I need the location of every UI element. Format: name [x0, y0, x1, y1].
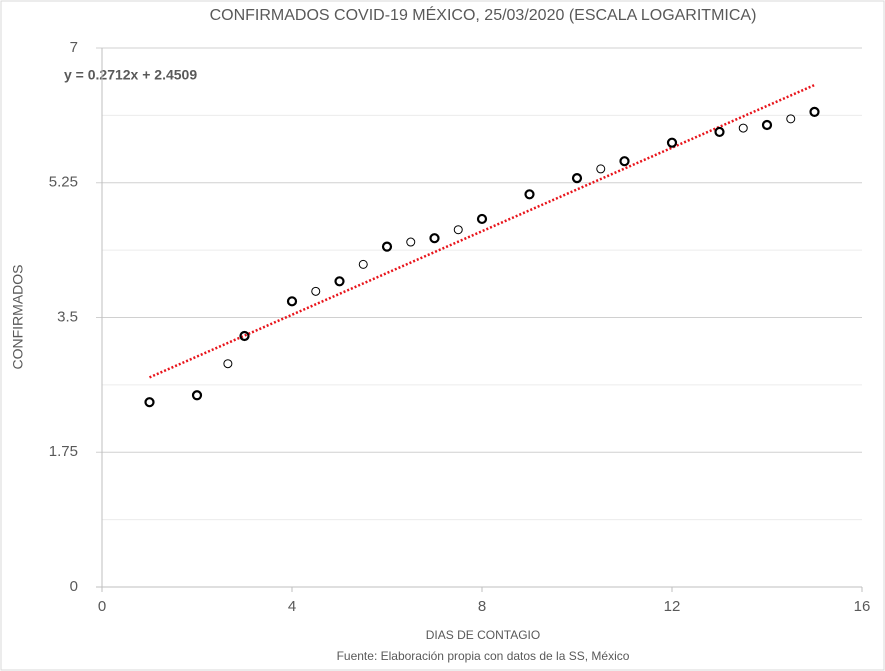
trendline-equation: y = 0.2712x + 2.4509	[64, 67, 197, 83]
data-point	[809, 106, 820, 118]
data-point	[223, 359, 233, 369]
data-point	[619, 156, 630, 167]
data-point	[334, 276, 345, 287]
data-point	[571, 173, 583, 184]
data-point	[429, 233, 440, 244]
data-point	[666, 137, 678, 148]
x-tick-label: 12	[664, 598, 681, 615]
y-tick-label: 7	[70, 39, 78, 56]
y-tick-label: 5.25	[49, 174, 78, 191]
data-point	[476, 213, 488, 225]
x-tick-label: 16	[854, 598, 871, 615]
data-point	[761, 119, 773, 131]
data-point	[406, 237, 416, 247]
x-tick-label: 0	[98, 598, 106, 615]
source-note: Fuente: Elaboración propia con datos de …	[337, 649, 630, 663]
y-tick-label: 0	[70, 578, 78, 595]
data-point	[311, 286, 321, 296]
chart-title: CONFIRMADOS COVID-19 MÉXICO, 25/03/2020 …	[210, 5, 757, 24]
y-tick-label: 1.75	[49, 443, 78, 460]
y-axis-label: CONFIRMADOS	[10, 265, 26, 370]
y-tick-label: 3.5	[57, 308, 78, 325]
x-tick-label: 4	[288, 598, 296, 615]
x-tick-label: 8	[478, 598, 486, 615]
data-point	[524, 189, 535, 200]
data-point	[286, 296, 298, 307]
data-point	[738, 123, 748, 133]
data-point	[358, 259, 368, 269]
data-point	[453, 225, 463, 235]
data-point	[144, 397, 155, 408]
data-point	[596, 164, 606, 174]
trendline	[148, 83, 816, 379]
data-point	[191, 390, 203, 401]
data-point	[786, 114, 796, 124]
x-axis-label: DIAS DE CONTAGIO	[426, 628, 540, 642]
data-point	[239, 330, 250, 342]
data-point	[381, 241, 393, 252]
data-point	[714, 126, 725, 138]
